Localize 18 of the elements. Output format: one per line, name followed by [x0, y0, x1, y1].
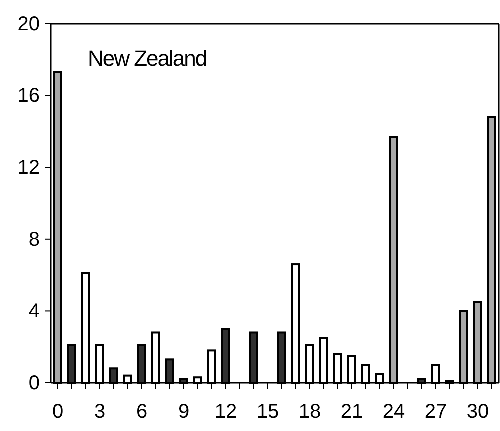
x-tick-label: 0	[52, 401, 64, 423]
x-tick-label: 21	[340, 401, 364, 423]
y-tick-label: 8	[28, 228, 40, 251]
x-tick-label: 3	[94, 401, 106, 423]
y-tick-label: 12	[18, 157, 40, 179]
x-tick-label: 12	[214, 401, 238, 423]
x-tick-label: 15	[256, 401, 280, 423]
y-tick-label: 16	[18, 85, 40, 108]
y-tick-label: 0	[28, 372, 40, 394]
y-tick-label: 4	[28, 300, 40, 323]
y-tick-label: 20	[18, 13, 40, 36]
text: New Zealand	[88, 46, 207, 71]
x-tick-label: 30	[466, 401, 490, 423]
x-tick-label: 27	[424, 401, 448, 423]
x-tick-label: 24	[382, 401, 406, 423]
x-tick-label: 18	[298, 401, 322, 423]
x-tick-label: 6	[136, 401, 148, 423]
x-tick-label: 9	[178, 401, 190, 423]
